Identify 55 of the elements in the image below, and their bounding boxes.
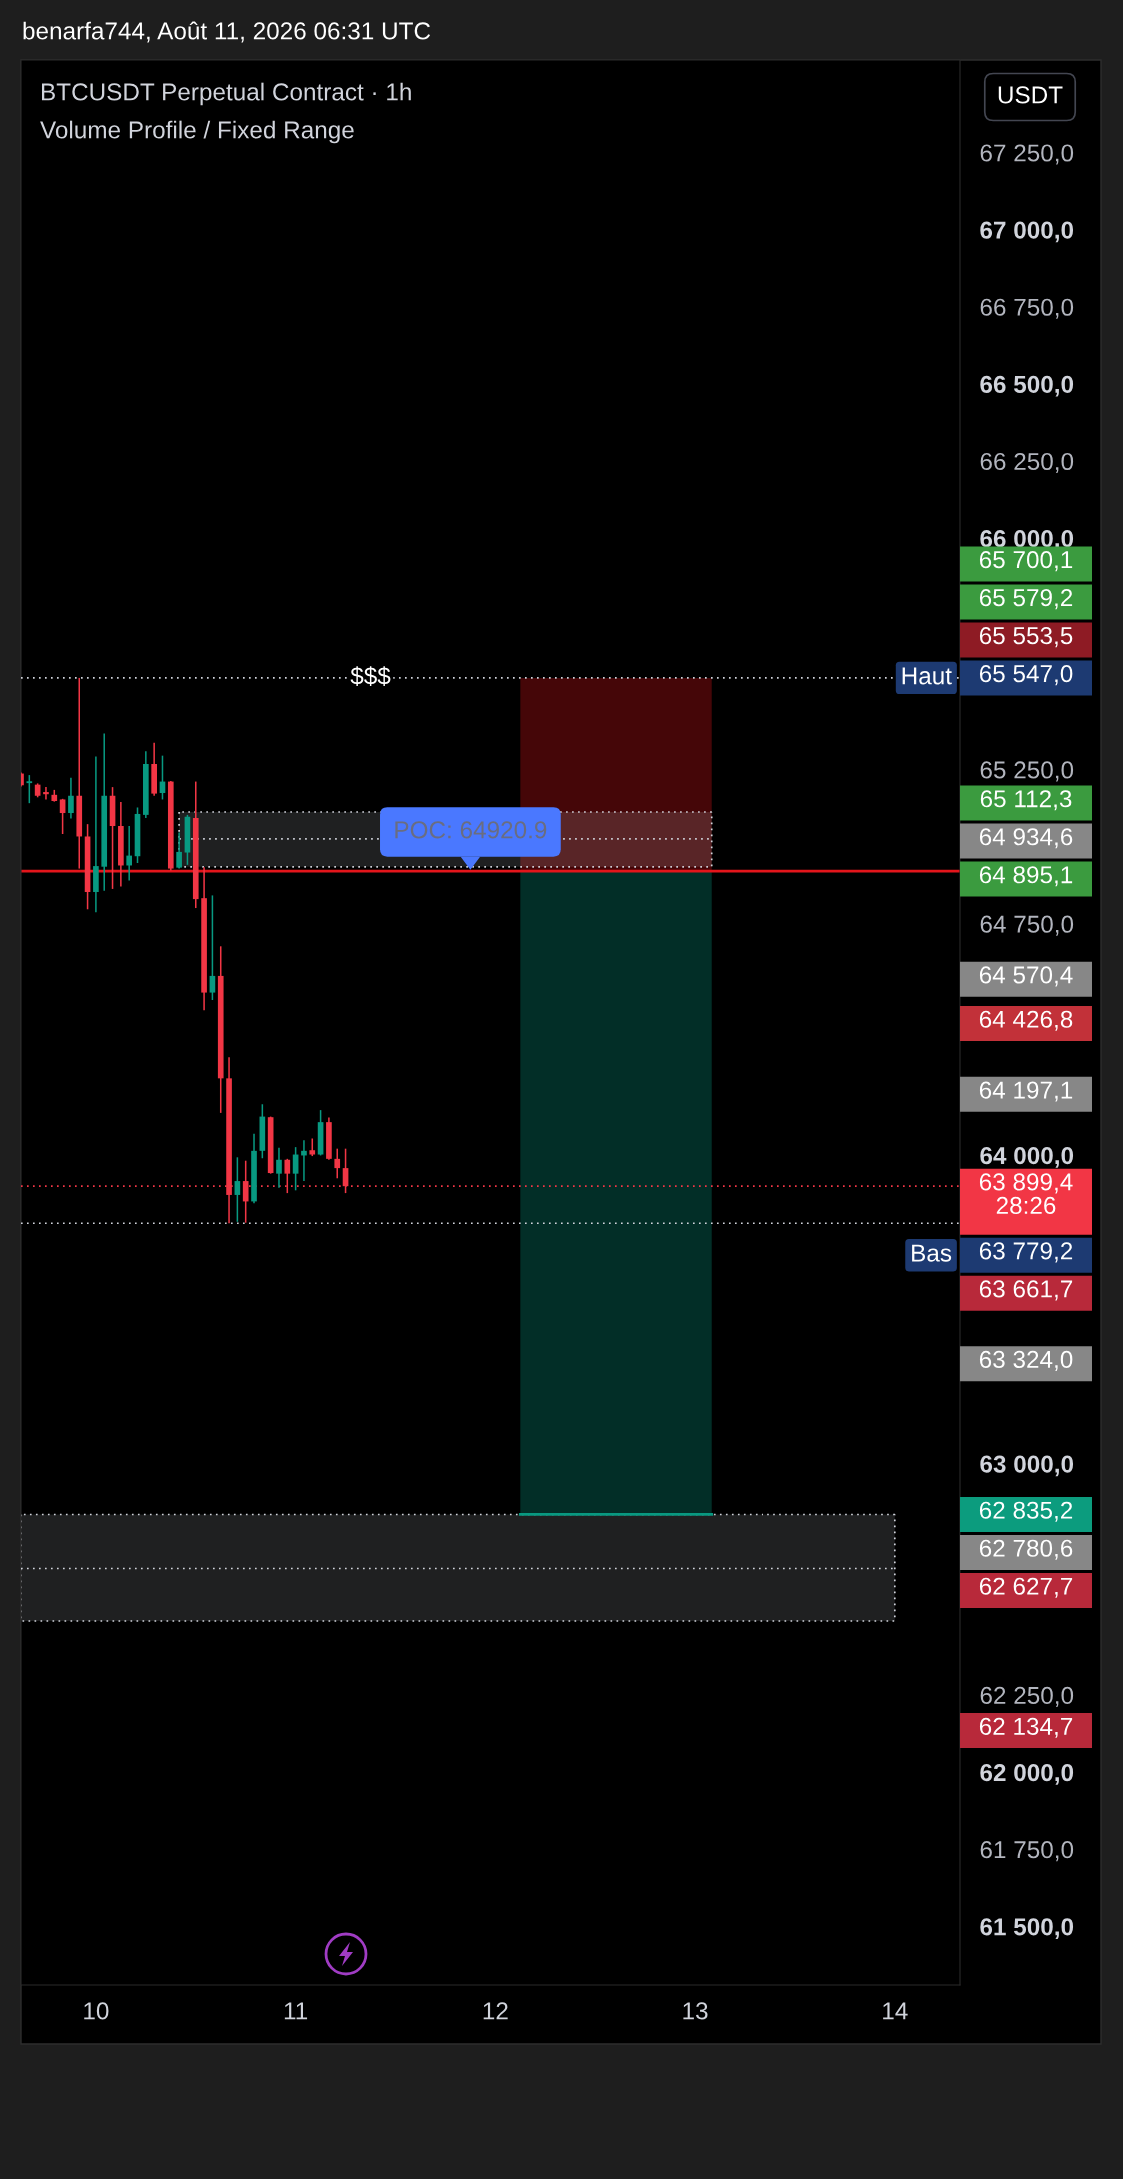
candlestick — [209, 894, 216, 1001]
y-tick-label: 62 250,0 — [980, 1686, 1074, 1707]
x-tick-label: 11 — [284, 2002, 308, 2020]
text: BTCUSDT Perpetual Contract · 1h — [41, 82, 411, 106]
y-tick-label: 67 250,0 — [980, 144, 1074, 165]
y-tick-label: 66 500,0 — [980, 375, 1074, 397]
y-tick-label: 65 250,0 — [980, 761, 1074, 782]
text: 65 547,0 — [979, 665, 1073, 686]
candlestick — [68, 777, 74, 820]
y-tick-label: 66 000,0 — [980, 530, 1074, 551]
text: 65 553,5 — [979, 627, 1073, 648]
text: 63 899,4 28:26 — [979, 1173, 1073, 1215]
text: 63 779,2 — [979, 1242, 1073, 1263]
text: 63 661,7 — [979, 1280, 1073, 1301]
text: 64 570,4 — [979, 966, 1073, 987]
text: 62 134,7 — [979, 1717, 1073, 1738]
text: 64 426,8 — [979, 1010, 1073, 1031]
y-tick-label: 61 750,0 — [980, 1841, 1074, 1862]
y-tick-label: 66 250,0 — [980, 452, 1074, 473]
text: 64 934,6 — [979, 828, 1073, 849]
y-tick-label: 66 750,0 — [980, 298, 1074, 319]
text: 62 780,6 — [979, 1539, 1073, 1560]
text: benarfa744, Août 11, 2026 06:31 UTC — [23, 21, 431, 43]
text: 65 700,1 — [979, 551, 1073, 572]
candlestick — [176, 831, 182, 870]
text: 64 895,1 — [979, 866, 1073, 887]
annotation: $$$ — [350, 666, 391, 686]
ref-line-label: Haut — [902, 667, 952, 685]
candlestick — [301, 1139, 307, 1182]
x-tick-label: 12 — [483, 2002, 508, 2020]
text: 62 627,7 — [979, 1577, 1073, 1598]
y-tick-label: 64 000,0 — [980, 1146, 1074, 1168]
candlestick — [126, 825, 133, 882]
y-tick-label: 61 500,0 — [980, 1918, 1074, 1939]
text: 64 197,1 — [979, 1081, 1073, 1102]
x-tick-label: 13 — [683, 2002, 708, 2020]
text: 62 835,2 — [979, 1501, 1073, 1522]
x-tick-label: 10 — [84, 2002, 109, 2020]
text: 65 112,3 — [980, 790, 1072, 811]
text: 65 579,2 — [979, 589, 1073, 610]
candlestick — [276, 1146, 282, 1189]
y-tick-label: 64 750,0 — [980, 915, 1074, 936]
candlestick — [334, 1147, 341, 1180]
y-axis-title: USDT — [998, 86, 1063, 104]
candlestick — [26, 774, 33, 804]
ref-line-label: Bas — [912, 1244, 952, 1262]
text: Volume Profile / Fixed Range — [40, 120, 354, 144]
y-tick-label: 67 000,0 — [980, 221, 1074, 243]
y-tick-label: 63 000,0 — [980, 1455, 1074, 1477]
candlestick — [43, 786, 49, 801]
text: 63 324,0 — [979, 1350, 1073, 1371]
annotation: POC: 64920.9 — [395, 821, 547, 839]
x-tick-label: 14 — [883, 2002, 908, 2020]
y-tick-label: 62 000,0 — [980, 1763, 1074, 1785]
candlestick — [59, 798, 66, 835]
